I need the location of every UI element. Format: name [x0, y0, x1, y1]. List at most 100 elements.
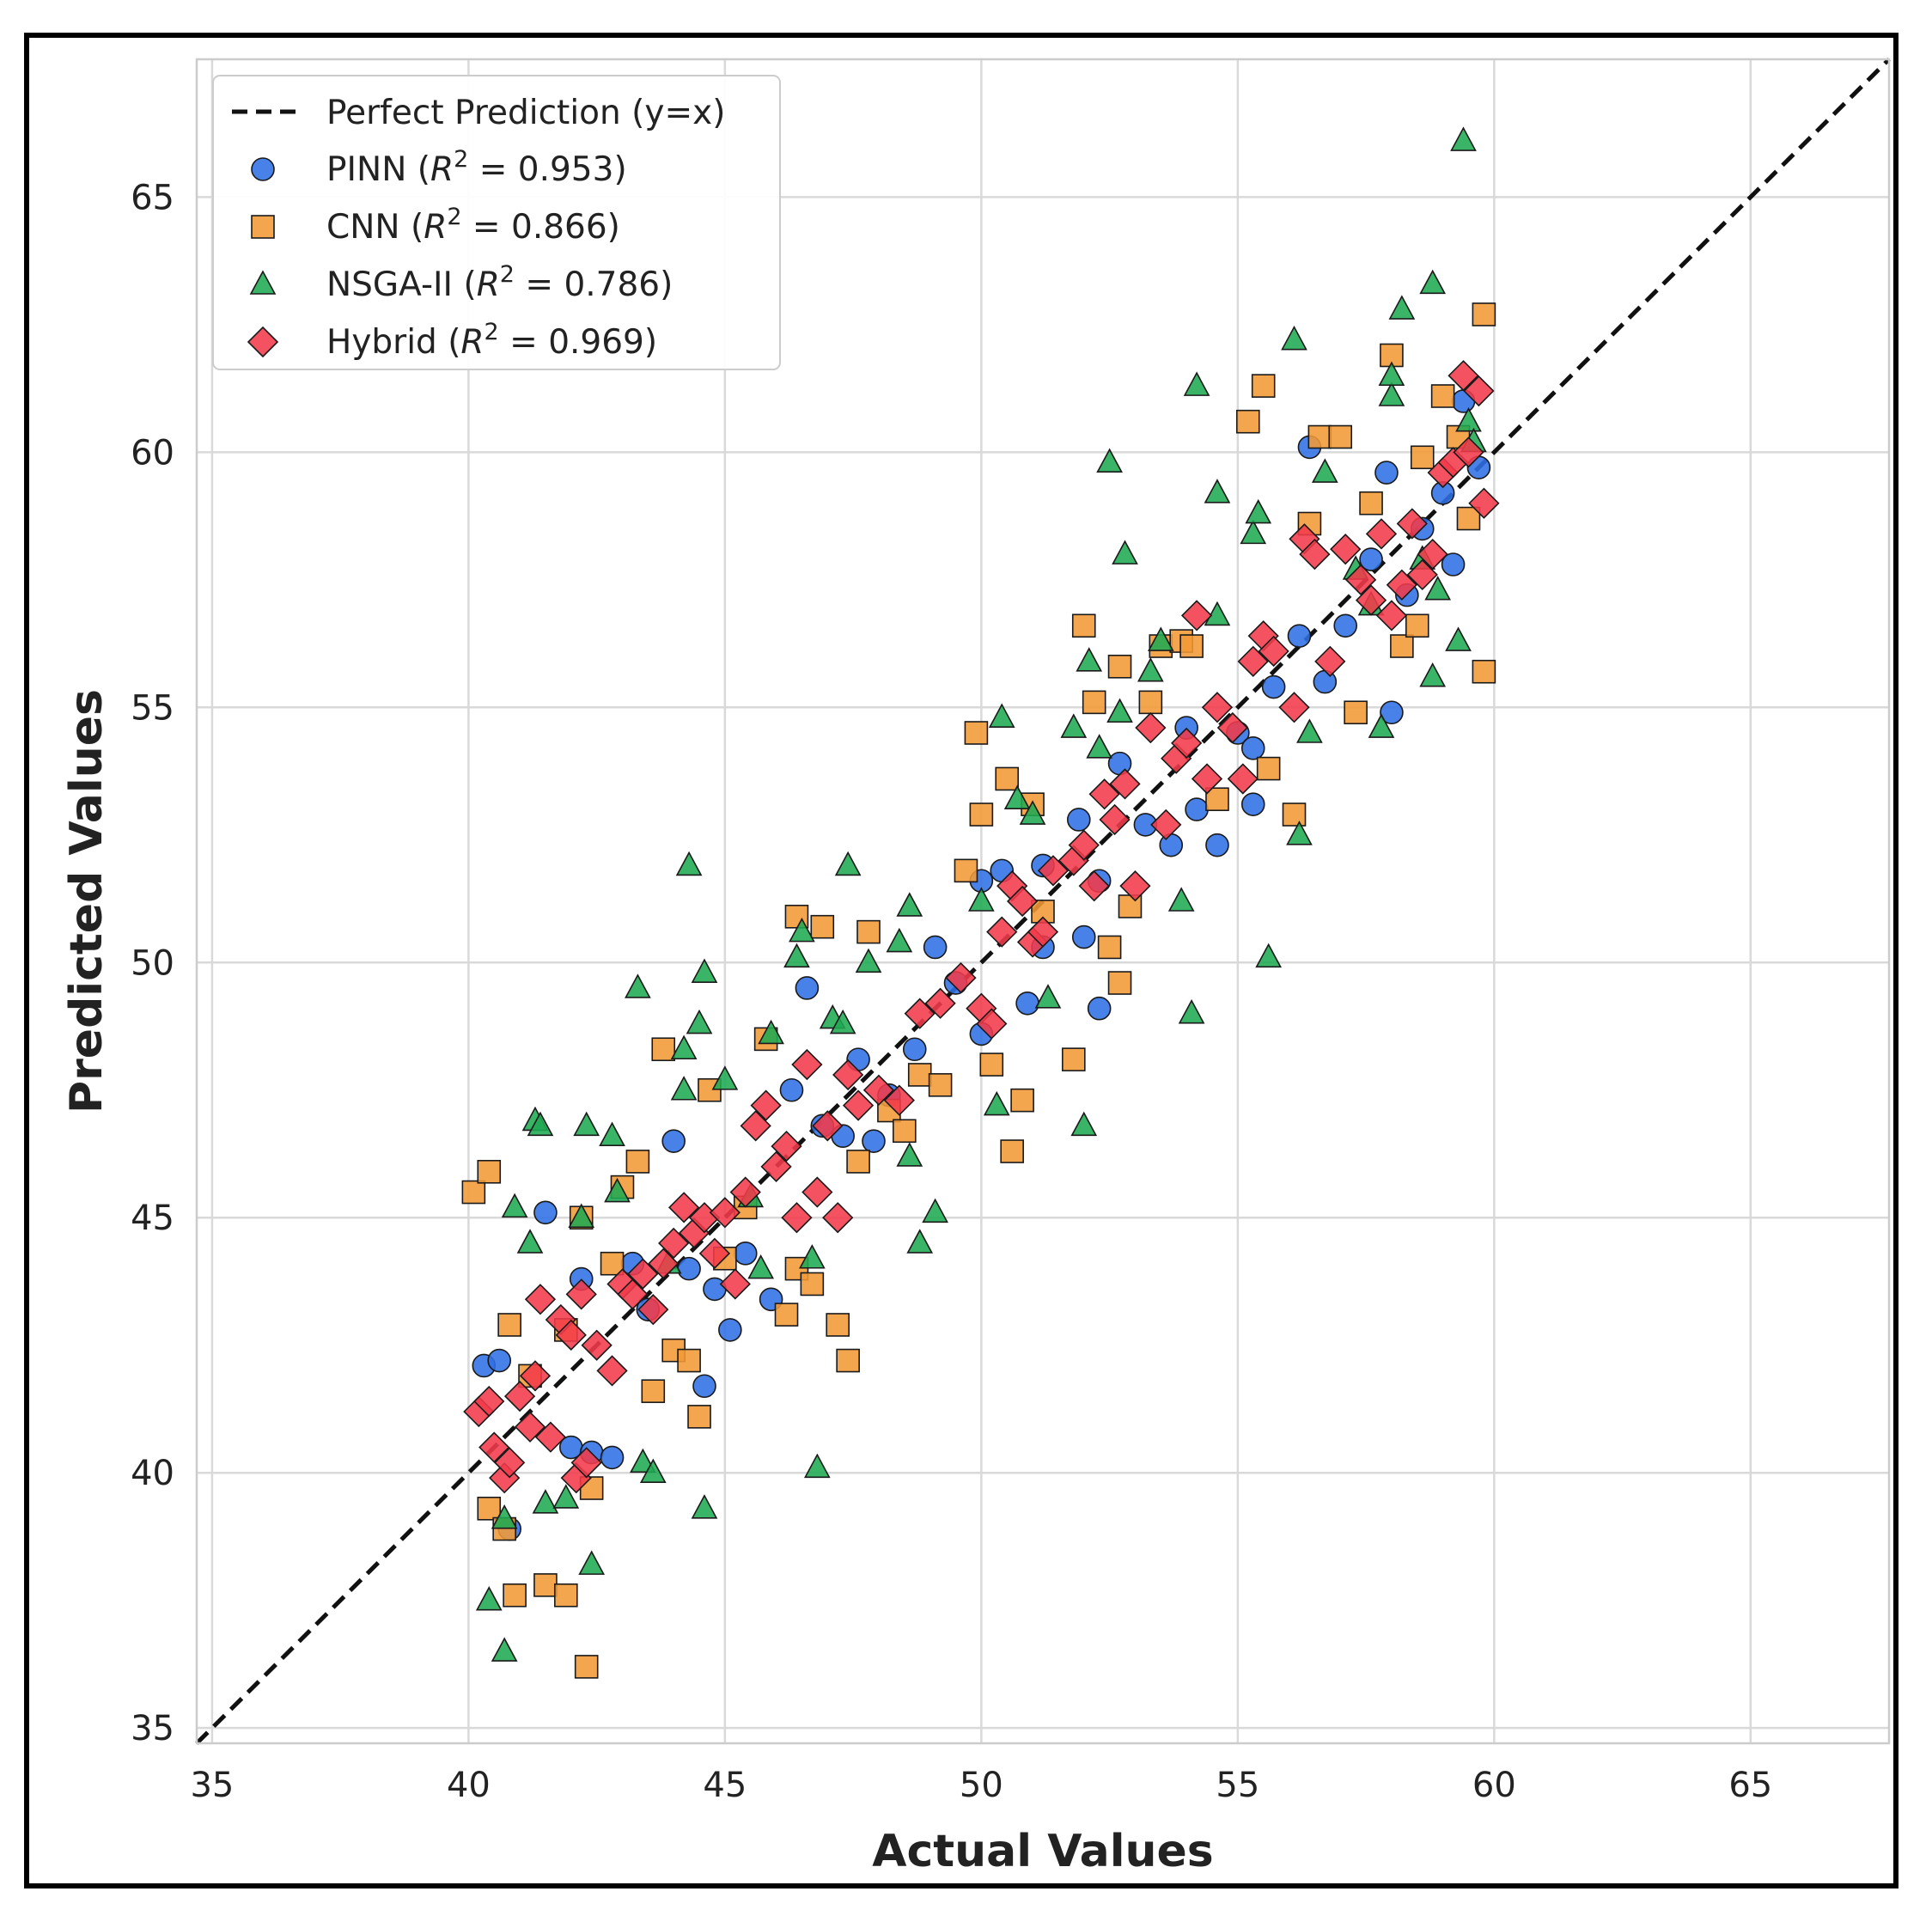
pinn-point: [1015, 991, 1039, 1016]
hybrid-point: [904, 998, 936, 1029]
legend: Perfect Prediction (y=x) PINN (R2 = 0.95…: [212, 75, 781, 370]
figure-frame: 35 40 45 50 55 60 65 35 40 45 50 55 60 65 Actual Val…: [24, 33, 1898, 1888]
nsga-point: [1245, 498, 1272, 524]
nsga-point: [491, 1637, 518, 1662]
hybrid-point: [1191, 763, 1223, 795]
cnn-point: [826, 1313, 850, 1337]
pinn-point: [1205, 833, 1229, 857]
hybrid-point: [883, 1084, 915, 1116]
hybrid-point: [1468, 487, 1500, 519]
pinn-point: [923, 935, 948, 960]
pinn-point: [1066, 808, 1091, 832]
legend-label-nsga-ii: NSGA-II (R2 = 0.786): [326, 261, 673, 304]
nsga-point: [1296, 718, 1323, 743]
nsga-point: [1240, 519, 1267, 545]
hybrid-point: [1099, 803, 1131, 836]
cnn-point: [800, 1272, 825, 1297]
pinn-point: [779, 1077, 804, 1102]
nsga-point: [906, 1229, 934, 1254]
cnn-point: [503, 1583, 527, 1608]
hybrid-point: [719, 1268, 751, 1300]
series-hybrid: [463, 360, 1500, 1494]
pinn-point: [1333, 613, 1358, 638]
hybrid-point: [1119, 870, 1151, 902]
cnn-point: [1410, 445, 1435, 470]
nsga-point: [988, 703, 1015, 728]
x-tick-label: 35: [190, 1766, 234, 1805]
hybrid-point: [709, 1197, 741, 1229]
hybrid-point: [862, 1074, 895, 1106]
hybrid-point: [822, 1202, 854, 1234]
nsga-point: [799, 1244, 826, 1269]
nsga-point: [1455, 407, 1482, 432]
nsga-point: [834, 851, 862, 876]
nsga-point: [1106, 698, 1133, 723]
y-axis-label: Predicted Values: [61, 689, 113, 1114]
hybrid-point: [1201, 692, 1234, 723]
nsga-point: [475, 1586, 503, 1611]
x-axis-ticks: 35 40 45 50 55 60 65: [190, 1766, 1772, 1805]
hybrid-point: [1355, 584, 1387, 616]
hybrid-point: [1088, 778, 1120, 810]
nsga-point: [747, 1254, 775, 1279]
hybrid-point: [596, 1355, 628, 1387]
cnn-point: [1359, 491, 1383, 516]
hybrid-point: [1463, 375, 1495, 407]
hybrid-point: [1278, 692, 1310, 723]
hybrid-point: [1365, 518, 1398, 550]
cnn-point: [651, 1037, 676, 1062]
legend-series-entries: PINN (R2 = 0.953) CNN (R2 = 0.866) NSGA-II…: [247, 146, 673, 362]
nsga-point: [552, 1484, 580, 1509]
hybrid-point: [534, 1421, 567, 1453]
cnn-point: [1472, 302, 1496, 326]
hybrid-point: [1227, 763, 1259, 795]
nsga-point: [501, 1193, 528, 1218]
nsga-point: [1281, 325, 1307, 351]
hybrid-point: [1299, 538, 1331, 570]
pinn-point: [862, 1129, 886, 1153]
hybrid-point: [1447, 360, 1479, 392]
cnn-point: [677, 1348, 701, 1373]
cnn-point: [574, 1655, 599, 1679]
cnn-point: [907, 1063, 932, 1087]
nsga-point: [1311, 458, 1338, 483]
x-tick-label: 55: [1216, 1766, 1259, 1805]
cnn-point: [533, 1573, 558, 1597]
pinn-point: [1185, 797, 1209, 821]
nsga-point: [983, 1090, 1010, 1116]
cnn-point: [477, 1159, 502, 1184]
plot-area-border: [195, 58, 1891, 1745]
nsga-point: [670, 1076, 698, 1101]
hybrid-point: [1006, 885, 1039, 918]
cnn-point: [810, 914, 835, 939]
cnn-point: [856, 919, 881, 944]
pinn-point: [1071, 924, 1096, 949]
nsga-point: [1019, 800, 1046, 825]
nsga-point: [686, 1009, 713, 1034]
nsga-point: [1178, 998, 1205, 1024]
hybrid-point: [1406, 558, 1438, 591]
nsga-point: [1112, 540, 1138, 564]
y-tick-label: 40: [131, 1454, 174, 1493]
nsga-point: [1086, 734, 1113, 759]
nsga-point: [1096, 448, 1123, 473]
cnn-point: [979, 1053, 1004, 1077]
hybrid-point: [1453, 436, 1484, 468]
series-markers: [461, 126, 1500, 1679]
nsga-point: [604, 1177, 631, 1203]
x-axis-label: Actual Values: [872, 1826, 1214, 1877]
cnn-point: [1328, 424, 1353, 449]
hybrid-point: [976, 1008, 1008, 1040]
nsga-point: [1255, 943, 1283, 968]
nsga-point: [516, 1229, 544, 1254]
series-cnn: [461, 302, 1496, 1679]
pinn-point: [1380, 700, 1404, 725]
cnn-point: [554, 1583, 578, 1608]
nsga-point: [1419, 269, 1447, 295]
cnn-point: [1472, 659, 1496, 684]
pinn-point: [902, 1037, 927, 1062]
hybrid-point: [637, 1294, 669, 1326]
hybrid-point: [617, 1278, 649, 1310]
hybrid-point: [514, 1411, 546, 1443]
legend-label-reference: Perfect Prediction (y=x): [326, 94, 725, 132]
